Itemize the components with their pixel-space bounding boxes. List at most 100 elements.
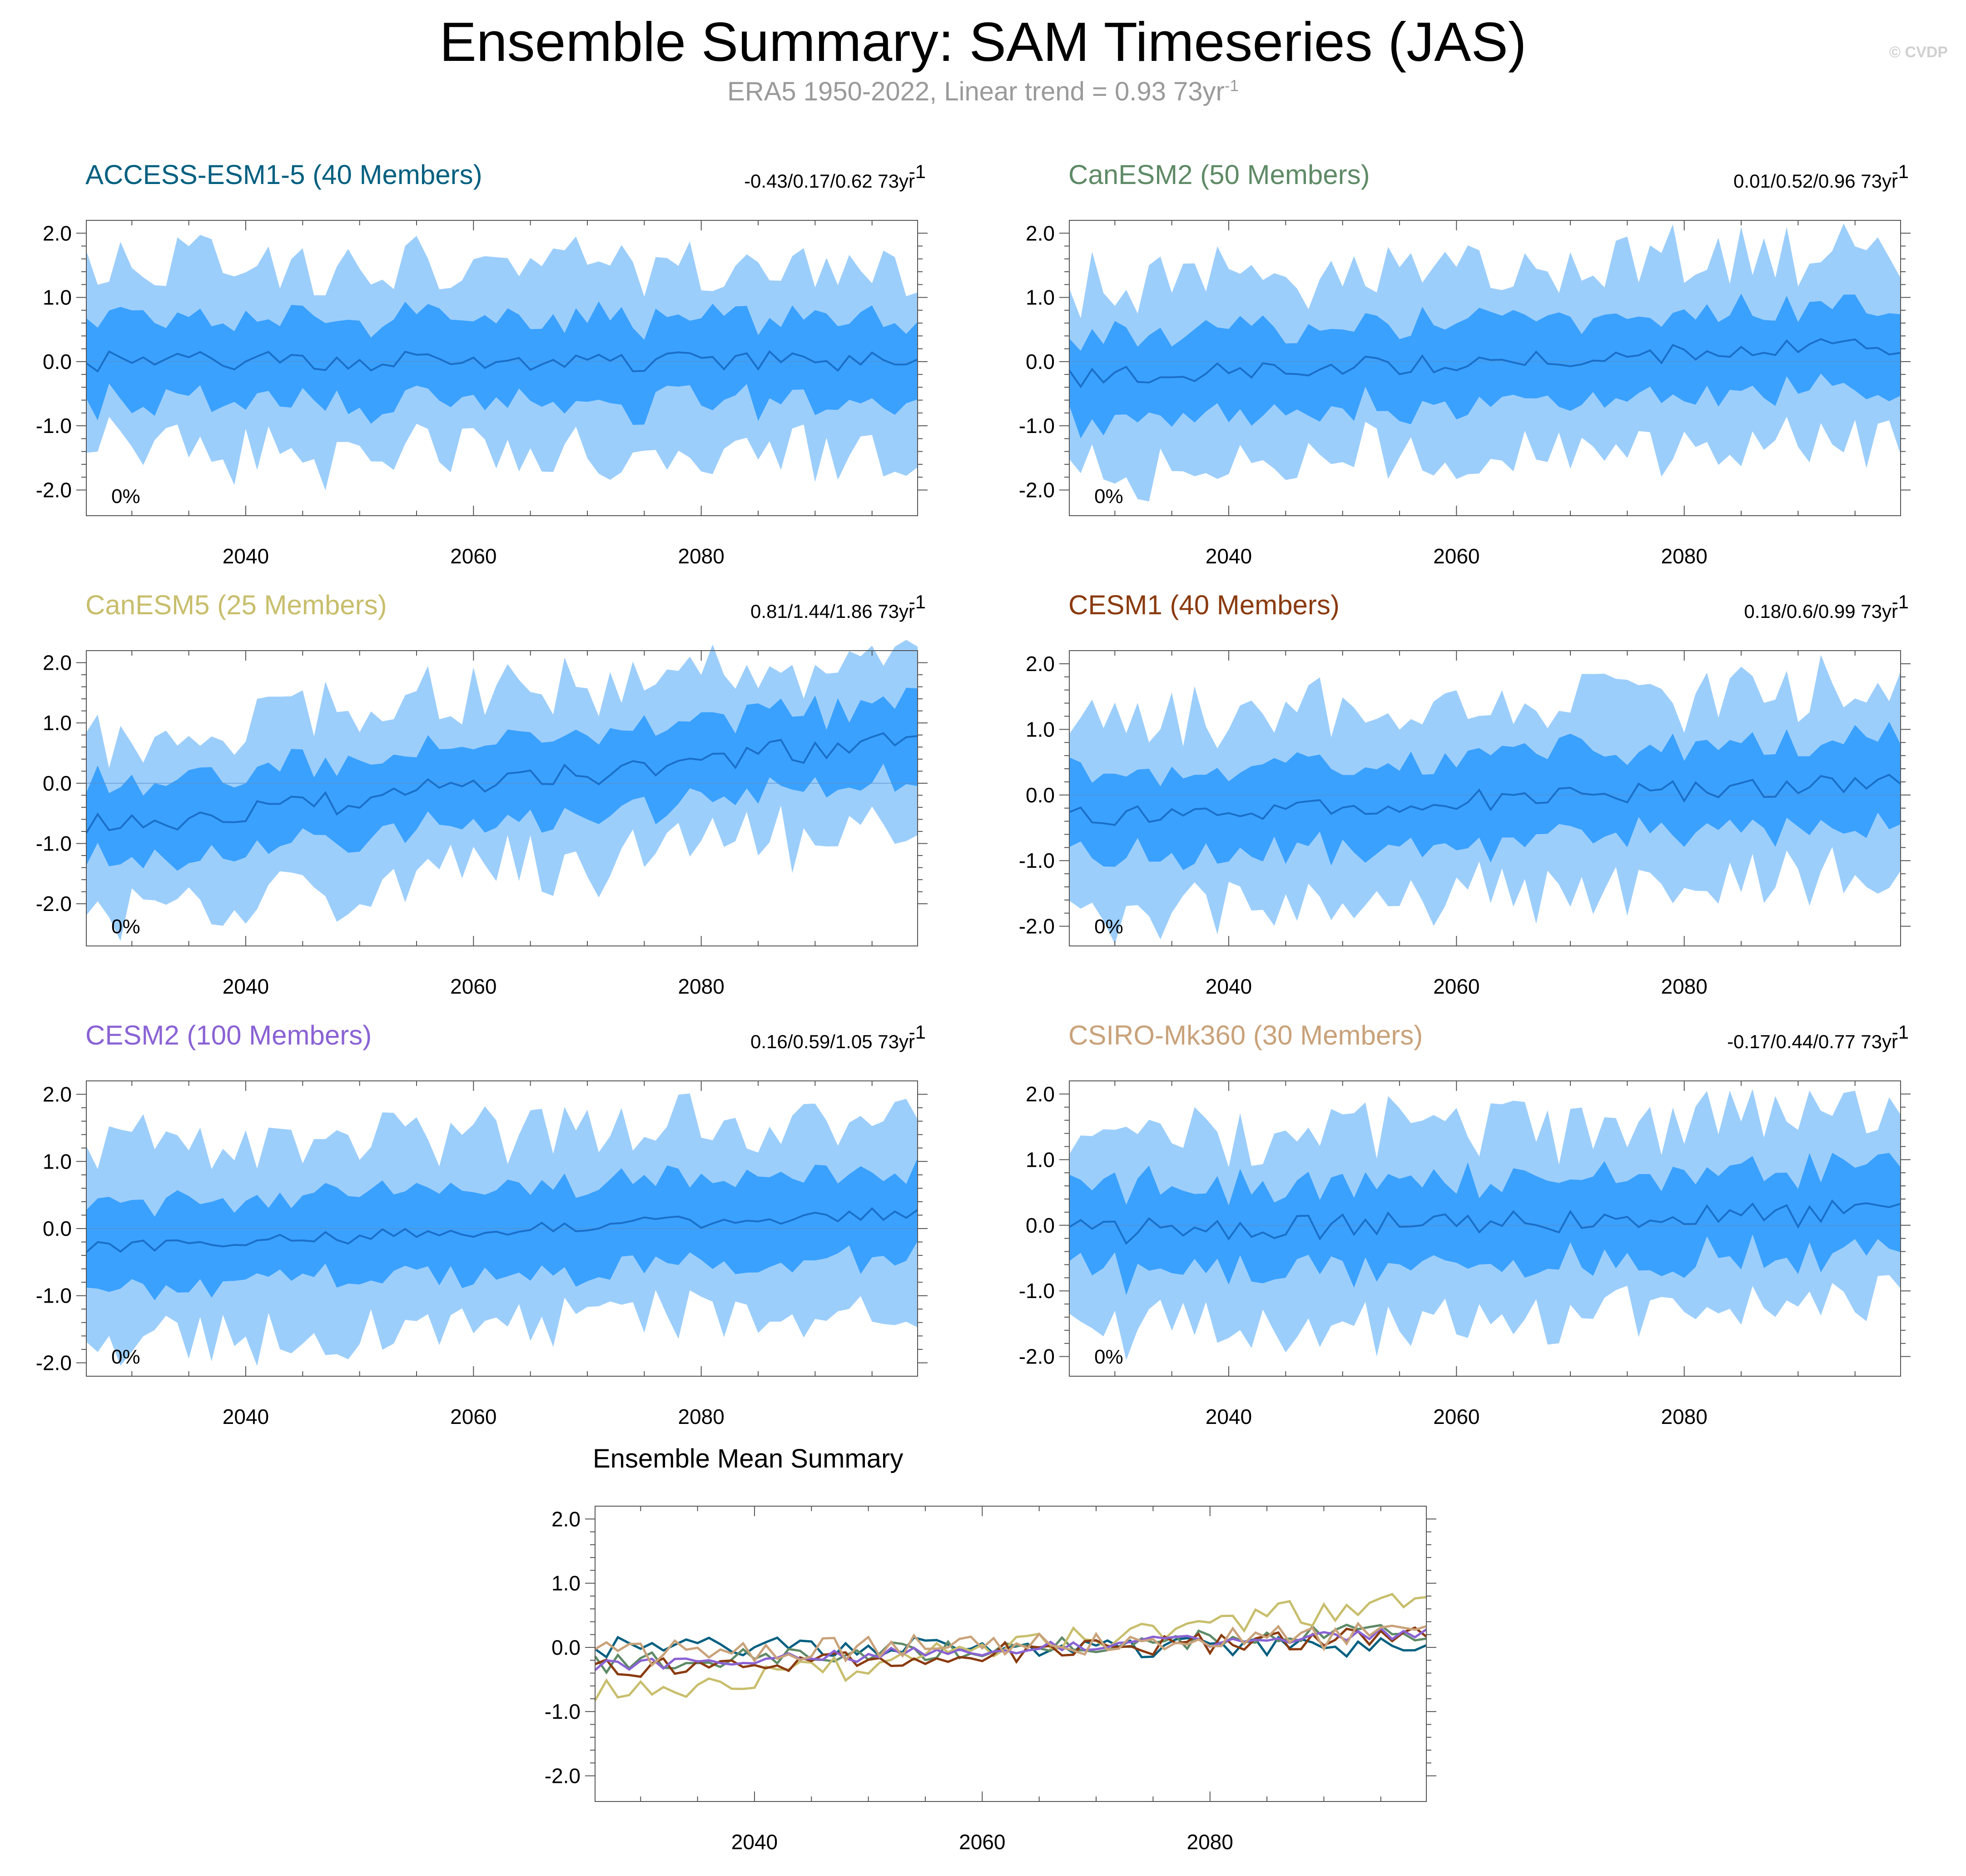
x-tick-label: 2080: [1661, 1405, 1708, 1428]
panel-cesm2: 2040 2060 2080 2.0 1.0 0.0 -1.0 -2.0 CESM2 (100 …: [36, 1020, 928, 1428]
x-tick-label: 2060: [450, 1405, 496, 1428]
y-tick-label: 2.0: [1026, 652, 1055, 676]
percent-label: 0%: [111, 1346, 140, 1368]
y-tick-label: -2.0: [1019, 478, 1055, 502]
x-tick-label: 2040: [1206, 1405, 1252, 1428]
y-tick-label: 1.0: [551, 1572, 581, 1595]
y-tick-label: -2.0: [36, 478, 72, 502]
x-tick-label: 2040: [1206, 975, 1252, 998]
y-tick-label: 2.0: [43, 1083, 72, 1106]
panel-title: Ensemble Mean Summary: [593, 1444, 903, 1473]
panel-title: CESM2 (100 Members): [85, 1020, 372, 1050]
panel-title: CSIRO-Mk360 (30 Members): [1068, 1020, 1423, 1050]
trend-stats-sup: -1: [909, 1021, 926, 1043]
percent-label: 0%: [111, 916, 140, 938]
ensemble-mean-line: [1069, 774, 1901, 826]
y-tick-label: 2.0: [1026, 221, 1055, 245]
credit-label: © CVDP: [1889, 44, 1948, 61]
x-tick-label: 2040: [223, 1405, 269, 1428]
mean-series-csiro-mk360: [594, 1622, 1427, 1667]
page-subtitle: ERA5 1950-2022, Linear trend = 0.93 73yr…: [0, 76, 1966, 107]
mean-series-canesm5: [594, 1592, 1427, 1701]
panel-csiro-mk360: 2040 2060 2080 2.0 1.0 0.0 -1.0 -2.0 CSIRO-Mk360…: [1019, 1020, 1911, 1428]
x-tick-label: 2080: [1187, 1830, 1233, 1854]
x-tick-label: 2060: [1433, 1405, 1479, 1428]
y-tick-label: -1.0: [36, 1284, 72, 1308]
x-tick-label: 2080: [1661, 544, 1708, 568]
x-tick-label: 2080: [678, 975, 725, 998]
y-tick-label: -1.0: [545, 1700, 581, 1723]
y-tick-label: 1.0: [43, 286, 72, 309]
inner-spread-band: [86, 301, 918, 425]
y-tick-label: -1.0: [1019, 414, 1055, 438]
y-tick-label: -1.0: [1019, 1279, 1055, 1303]
trend-stats: 0.81/1.44/1.86 73yr: [750, 601, 915, 622]
plot-frame: [86, 220, 918, 516]
y-tick-label: 0.0: [1026, 783, 1055, 807]
plot-frame: [1069, 650, 1901, 946]
ensemble-mean-line: [1068, 1199, 1901, 1245]
y-tick-label: -2.0: [36, 892, 72, 916]
x-tick-label: 2060: [1433, 975, 1479, 998]
y-tick-label: -2.0: [36, 1351, 72, 1374]
x-tick-label: 2060: [450, 544, 496, 568]
y-tick-label: 2.0: [551, 1507, 581, 1531]
percent-label: 0%: [1094, 1346, 1123, 1368]
y-tick-label: 2.0: [1026, 1082, 1055, 1106]
page-title: Ensemble Summary: SAM Timeseries (JAS): [439, 11, 1527, 73]
ensemble-mean-line: [85, 1207, 918, 1253]
x-tick-label: 2080: [678, 1405, 725, 1428]
y-tick-label: 1.0: [43, 1149, 72, 1173]
panel-title: ACCESS-ESM1-5 (40 Members): [85, 159, 482, 190]
panel-canesm2: 2040 2060 2080 2.0 1.0 0.0 -1.0 -2.0 CanESM2 (50…: [1019, 159, 1911, 568]
trend-stats: -0.17/0.44/0.77 73yr: [1727, 1031, 1898, 1052]
x-tick-label: 2060: [450, 975, 496, 998]
y-tick-label: 0.0: [1026, 1214, 1055, 1237]
inner-spread-band: [86, 1158, 918, 1300]
trend-stats-sup: -1: [909, 161, 926, 182]
panel-access-esm1-5: 2040 2060 2080 2.0 1.0 0.0 -1.0 -2.0 ACCESS-ESM1…: [36, 159, 928, 568]
y-tick-label: -1.0: [1019, 849, 1055, 872]
percent-label: 0%: [1094, 916, 1123, 938]
y-tick-label: 1.0: [43, 711, 72, 735]
x-tick-label: 2040: [223, 544, 269, 568]
x-tick-label: 2040: [731, 1830, 778, 1854]
y-tick-label: -2.0: [1019, 915, 1055, 938]
y-tick-label: -1.0: [36, 414, 72, 438]
y-tick-label: -2.0: [1019, 1345, 1055, 1368]
x-tick-label: 2040: [1206, 544, 1252, 568]
trend-stats: 0.18/0.6/0.99 73yr: [1744, 601, 1898, 622]
percent-label: 0%: [1094, 485, 1123, 508]
trend-stats-sup: -1: [1892, 161, 1909, 182]
y-tick-label: 0.0: [551, 1636, 581, 1659]
trend-stats-sup: -1: [1892, 1021, 1909, 1043]
y-tick-label: -2.0: [545, 1764, 581, 1787]
y-tick-label: 0.0: [1026, 350, 1055, 373]
panel-cesm1: 2040 2060 2080 2.0 1.0 0.0 -1.0 -2.0 CESM1 (40 M…: [1019, 590, 1911, 998]
y-tick-label: 0.0: [43, 771, 72, 795]
y-tick-label: 2.0: [43, 221, 72, 245]
y-tick-label: 0.0: [43, 350, 72, 373]
ensemble-mean-line: [1068, 338, 1901, 388]
plot-frame: [1069, 1080, 1901, 1377]
panel-ensemble-mean-summary: 2040 2060 2080 2.0 1.0 0.0 -1.0 -2.0 Ensemble Me…: [545, 1444, 1436, 1854]
panel-canesm5: 2040 2060 2080 2.0 1.0 0.0 -1.0 -2.0 CanESM5 (25…: [36, 590, 928, 998]
panel-title: CESM1 (40 Members): [1068, 590, 1340, 620]
mean-series-cesm2: [594, 1627, 1427, 1671]
percent-label: 0%: [111, 485, 140, 508]
subtitle-text: ERA5 1950-2022, Linear trend = 0.93 73yr: [727, 77, 1225, 106]
y-tick-label: 1.0: [1026, 717, 1055, 741]
inner-spread-band: [1069, 722, 1901, 871]
x-tick-label: 2080: [678, 544, 725, 568]
trend-stats: 0.01/0.52/0.96 73yr: [1733, 170, 1898, 192]
trend-stats-sup: -1: [1892, 591, 1909, 612]
x-tick-label: 2060: [959, 1830, 1005, 1854]
x-tick-label: 2040: [223, 975, 269, 998]
y-tick-label: 1.0: [1026, 1148, 1055, 1171]
trend-stats: -0.43/0.17/0.62 73yr: [744, 170, 915, 192]
panel-title: CanESM2 (50 Members): [1068, 159, 1370, 190]
plot-frame: [86, 650, 918, 946]
subtitle-superscript: -1: [1224, 77, 1239, 95]
plot-frame: [1069, 220, 1901, 516]
panel-title: CanESM5 (25 Members): [85, 590, 387, 620]
